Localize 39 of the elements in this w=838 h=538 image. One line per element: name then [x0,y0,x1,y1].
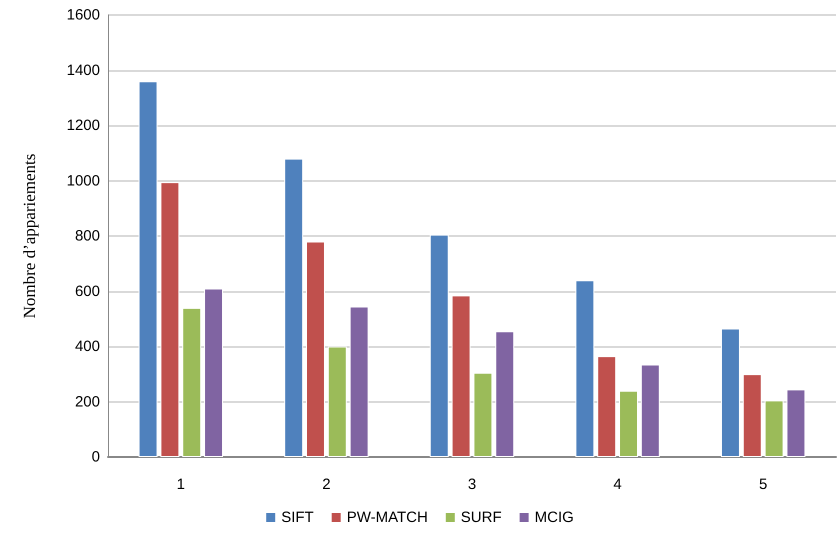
bar [138,81,158,457]
bar [495,331,514,457]
bar [350,306,369,457]
x-tick-label: 5 [759,476,768,493]
y-tick-label: 400 [74,338,100,355]
legend-label: PW-MATCH [346,509,428,526]
bar [430,234,449,457]
bar [720,328,740,457]
legend-label: SIFT [281,509,314,526]
bar [640,364,660,457]
y-tick-label: 200 [74,393,100,410]
bar [473,372,492,457]
y-tick-label: 0 [92,448,100,466]
bar [204,288,224,457]
bar [575,280,594,457]
y-tick-label: 1600 [66,6,100,24]
x-tick-label: 3 [468,476,476,493]
y-tick-label: 800 [74,228,100,244]
bar [284,158,304,457]
bar [306,242,325,457]
x-tick-label: 2 [322,476,331,493]
bar [597,356,616,457]
y-tick-label: 1200 [66,117,100,134]
y-tick-label: 600 [74,282,100,300]
bar [619,390,638,457]
y-axis-title: Nombre d’appariements [20,154,39,318]
bar [742,374,762,457]
bar [786,389,806,457]
bar [182,308,202,457]
y-tick-label: 1000 [66,172,100,190]
legend-label: MCIG [534,509,574,526]
bar [328,346,347,457]
x-tick-label: 1 [176,476,185,493]
y-tick-label: 1400 [66,62,100,79]
bar [764,400,784,457]
bar [160,182,180,457]
bar [452,295,471,457]
legend-label: SURF [460,509,502,526]
x-tick-label: 4 [613,476,622,493]
